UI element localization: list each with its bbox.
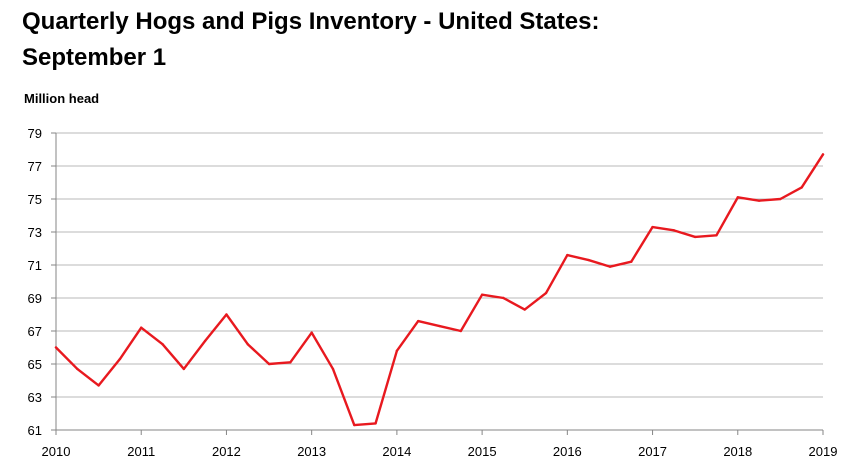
data-point-2013.25 — [331, 367, 335, 371]
data-point-2011.5 — [182, 367, 186, 371]
x-tick-label-2010: 2010 — [42, 444, 71, 459]
data-point-2017 — [651, 225, 654, 229]
y-tick-label-63: 63 — [28, 390, 42, 405]
x-tick-label-2011: 2011 — [127, 444, 155, 459]
data-point-2010.25 — [76, 367, 79, 371]
data-point-2015.5 — [523, 308, 526, 311]
axes — [51, 132, 824, 435]
data-point-2013.5 — [353, 423, 356, 427]
data-point-2012.75 — [289, 361, 292, 364]
data-point-2017.75 — [715, 234, 718, 237]
x-tick-label-2012: 2012 — [212, 444, 241, 459]
y-tick-label-65: 65 — [28, 357, 42, 372]
data-point-2015.75 — [544, 291, 548, 295]
data-point-2016.5 — [608, 265, 612, 268]
x-tick-label-2019: 2019 — [809, 444, 838, 459]
data-point-2012 — [225, 313, 228, 316]
y-tick-label-73: 73 — [28, 225, 42, 240]
data-point-2019 — [821, 153, 825, 156]
data-point-2017.25 — [672, 229, 676, 232]
data-point-2011.25 — [161, 343, 164, 346]
data-point-2012.5 — [267, 362, 271, 366]
data-point-2018 — [736, 196, 739, 199]
data-point-2011.75 — [203, 339, 207, 343]
data-point-2018.5 — [779, 197, 782, 201]
data-point-2016.75 — [630, 260, 633, 263]
gridlines — [56, 132, 823, 431]
data-point-2016.25 — [587, 258, 590, 262]
x-tick-label-2018: 2018 — [723, 444, 752, 459]
data-point-2012.25 — [246, 343, 249, 346]
data-point-2017.5 — [693, 235, 697, 239]
y-tick-labels: 61 63 65 67 69 71 73 75 77 79 — [28, 126, 42, 438]
data-point-2010 — [54, 346, 58, 349]
x-tick-label-2014: 2014 — [382, 444, 411, 459]
chart-title: Quarterly Hogs and Pigs Inventory - Unit… — [22, 4, 599, 76]
x-tick-label-2013: 2013 — [297, 444, 326, 459]
x-tick-label-2017: 2017 — [638, 444, 667, 459]
data-point-2010.5 — [97, 384, 100, 387]
data-point-2014.5 — [438, 324, 441, 328]
data-point-2015 — [480, 293, 484, 296]
data-point-2013 — [310, 331, 313, 334]
x-tick-labels: 2010 2011 2012 2013 2014 2015 2016 2017 2018 2019 — [42, 444, 838, 459]
chart-title-line-1: Quarterly Hogs and Pigs Inventory - Unit… — [22, 8, 600, 35]
data-point-2018.75 — [800, 186, 803, 189]
data-point-2015.25 — [502, 296, 505, 300]
series-line-0 — [54, 153, 825, 427]
data-point-2018.25 — [757, 199, 761, 202]
data-point-2011 — [140, 326, 143, 329]
data-point-2014.25 — [416, 319, 420, 323]
x-tick-label-2015: 2015 — [468, 444, 497, 459]
y-tick-label-77: 77 — [28, 159, 42, 174]
data-point-2010.75 — [118, 357, 122, 361]
y-tick-label-71: 71 — [28, 258, 42, 273]
y-tick-label-61: 61 — [28, 423, 42, 438]
chart-title-line-2: September 1 — [22, 44, 167, 71]
y-axis-label: Million head — [24, 91, 100, 106]
series-group — [54, 153, 825, 427]
y-tick-label-67: 67 — [28, 324, 42, 339]
data-point-2013.75 — [374, 422, 377, 425]
y-tick-label-69: 69 — [28, 291, 42, 306]
data-point-2014.75 — [459, 329, 463, 333]
data-point-2016 — [566, 253, 569, 257]
x-tick-label-2016: 2016 — [553, 444, 582, 459]
y-tick-label-79: 79 — [28, 126, 42, 141]
y-tick-label-75: 75 — [28, 192, 42, 207]
data-point-2014 — [395, 349, 399, 352]
